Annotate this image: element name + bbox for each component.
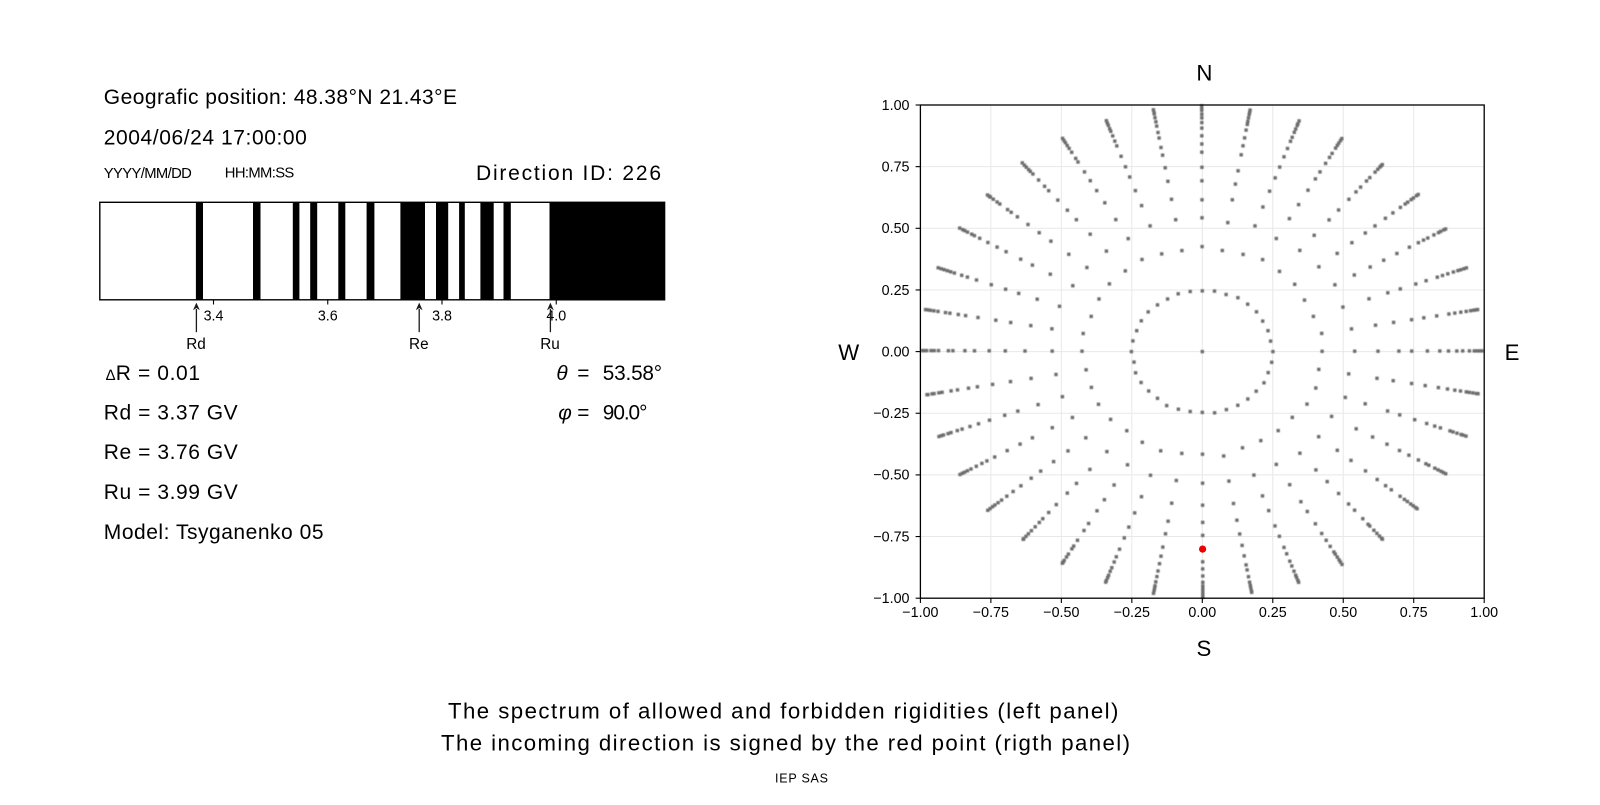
- svg-text:53.58°: 53.58°: [603, 362, 662, 385]
- svg-text:φ: φ: [558, 401, 572, 424]
- svg-text:=: =: [577, 362, 589, 385]
- svg-text:∆: ∆: [106, 367, 116, 384]
- svg-text:2004/06/24 17:00:00: 2004/06/24 17:00:00: [104, 127, 307, 150]
- svg-text:Geografic position: 48.38°N 21: Geografic position: 48.38°N 21.43°E: [104, 86, 457, 109]
- svg-text:1.00: 1.00: [882, 98, 910, 114]
- svg-text:R = 0.01: R = 0.01: [116, 362, 200, 385]
- svg-text:The spectrum of allowed and fo: The spectrum of allowed and forbidden ri…: [448, 699, 1118, 724]
- svg-text:E: E: [1505, 340, 1520, 365]
- svg-text:0.25: 0.25: [1259, 605, 1287, 621]
- svg-text:0.50: 0.50: [882, 221, 910, 237]
- svg-text:Rd: Rd: [186, 336, 206, 353]
- svg-text:Ru: Ru: [540, 336, 560, 353]
- svg-text:YYYY/MM/DD: YYYY/MM/DD: [104, 166, 192, 182]
- svg-text:0.75: 0.75: [882, 159, 910, 175]
- svg-text:N: N: [1196, 60, 1212, 85]
- svg-text:−0.25: −0.25: [1114, 605, 1150, 621]
- svg-text:−0.50: −0.50: [1043, 605, 1079, 621]
- svg-text:−0.75: −0.75: [873, 529, 909, 545]
- svg-text:=: =: [577, 401, 589, 424]
- svg-text:0.00: 0.00: [1188, 605, 1216, 621]
- svg-text:−0.75: −0.75: [973, 605, 1009, 621]
- svg-text:−1.00: −1.00: [873, 591, 909, 607]
- svg-text:Direction ID: 226: Direction ID: 226: [476, 162, 661, 185]
- svg-text:Re: Re: [409, 336, 429, 353]
- svg-text:3.8: 3.8: [432, 308, 452, 324]
- svg-text:−1.00: −1.00: [902, 605, 938, 621]
- svg-text:θ: θ: [556, 362, 568, 385]
- svg-text:90.0°: 90.0°: [603, 401, 648, 424]
- svg-text:0.00: 0.00: [882, 344, 910, 360]
- svg-text:−0.50: −0.50: [873, 468, 909, 484]
- svg-text:Model: Tsyganenko 05: Model: Tsyganenko 05: [104, 521, 324, 544]
- svg-text:−0.25: −0.25: [873, 406, 909, 422]
- svg-text:4.0: 4.0: [546, 308, 566, 324]
- svg-text:0.25: 0.25: [882, 283, 910, 299]
- svg-text:0.50: 0.50: [1329, 605, 1357, 621]
- svg-text:Rd = 3.37 GV: Rd = 3.37 GV: [104, 401, 238, 424]
- svg-text:3.4: 3.4: [204, 308, 224, 324]
- svg-text:1.00: 1.00: [1470, 605, 1498, 621]
- svg-text:S: S: [1196, 636, 1211, 661]
- svg-text:Re = 3.76 GV: Re = 3.76 GV: [104, 441, 238, 464]
- svg-text:Ru = 3.99 GV: Ru = 3.99 GV: [104, 481, 238, 504]
- svg-text:IEP SAS: IEP SAS: [775, 772, 828, 786]
- svg-text:3.6: 3.6: [318, 308, 338, 324]
- svg-text:The incoming direction is sign: The incoming direction is signed by the …: [441, 731, 1130, 756]
- svg-text:0.75: 0.75: [1400, 605, 1428, 621]
- svg-text:W: W: [838, 340, 859, 365]
- svg-text:HH:MM:SS: HH:MM:SS: [225, 165, 295, 181]
